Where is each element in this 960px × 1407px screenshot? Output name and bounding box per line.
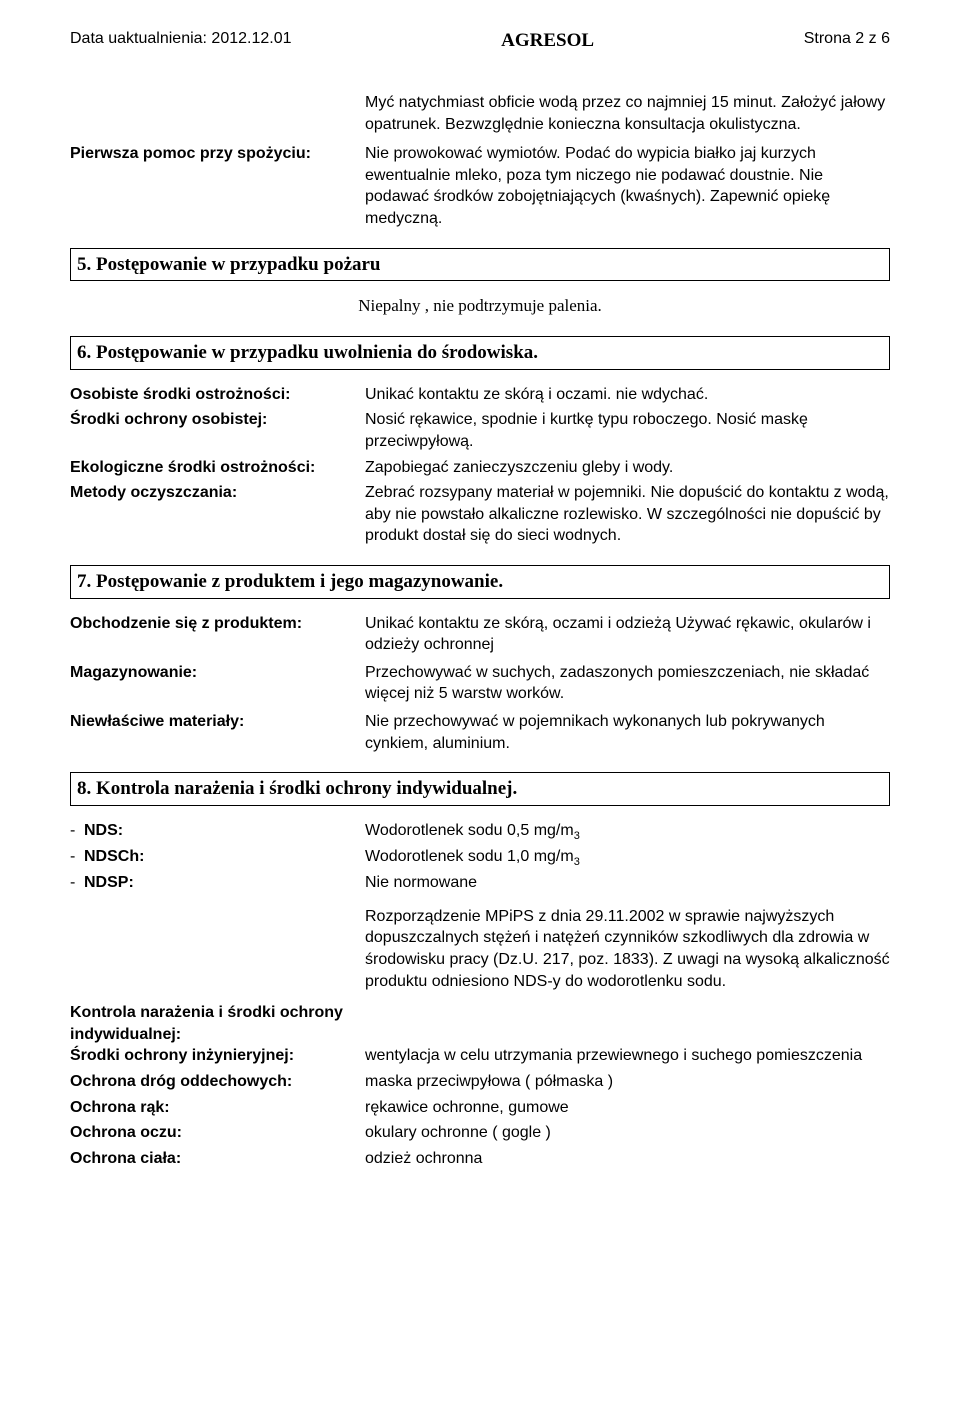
s6-value-2: Zapobiegać zanieczyszczeniu gleby i wody…: [365, 457, 890, 479]
dash-2: -: [70, 872, 84, 896]
nds-value-1-sub: 3: [574, 856, 580, 868]
nds-label-0: NDS:: [84, 820, 365, 844]
s7-label-0: Obchodzenie się z produktem:: [70, 613, 365, 656]
first-aid-value: Nie prowokować wymiotów. Podać do wypici…: [365, 143, 890, 229]
s8-value-4: odzież ochronna: [365, 1148, 890, 1170]
nds-value-1: Wodorotlenek sodu 1,0 mg/m3: [365, 846, 890, 870]
s7-value-2: Nie przechowywać w pojemnikach wykonanyc…: [365, 711, 890, 754]
s6-label-2: Ekologiczne środki ostrożności:: [70, 457, 365, 479]
s7-value-0: Unikać kontaktu ze skórą, oczami i odzie…: [365, 613, 890, 656]
s7-label-2: Niewłaściwe materiały:: [70, 711, 365, 754]
page: Data uaktualnienia: 2012.12.01 AGRESOL S…: [0, 0, 960, 1407]
first-aid-label: Pierwsza pomoc przy spożyciu:: [70, 143, 365, 229]
s8-row-4: Ochrona ciała: odzież ochronna: [70, 1148, 890, 1170]
header-page: Strona 2 z 6: [804, 30, 890, 52]
s6-label-0: Osobiste środki ostrożności:: [70, 384, 365, 406]
s8-label-1: Ochrona dróg oddechowych:: [70, 1071, 365, 1093]
s7-row-1: Magazynowanie: Przechowywać w suchych, z…: [70, 662, 890, 705]
nds-value-0: Wodorotlenek sodu 0,5 mg/m3: [365, 820, 890, 844]
s7-label-1: Magazynowanie:: [70, 662, 365, 705]
nds-label-2: NDSP:: [84, 872, 365, 896]
s6-value-3: Zebrać rozsypany materiał w pojemniki. N…: [365, 482, 890, 547]
s7-value-1: Przechowywać w suchych, zadaszonych pomi…: [365, 662, 890, 705]
nds-label-1: NDSCh:: [84, 846, 365, 870]
s8-value-0: wentylacja w celu utrzymania przewiewneg…: [365, 1045, 890, 1067]
s8-value-3: okulary ochronne ( gogle ): [365, 1122, 890, 1144]
s8-label-4: Ochrona ciała:: [70, 1148, 365, 1170]
s6-row-1: Środki ochrony osobistej: Nosić rękawice…: [70, 409, 890, 452]
s6-row-0: Osobiste środki ostrożności: Unikać kont…: [70, 384, 890, 406]
s8-row-2: Ochrona rąk: rękawice ochronne, gumowe: [70, 1097, 890, 1119]
s8-row-1: Ochrona dróg oddechowych: maska przeciwp…: [70, 1071, 890, 1093]
section-5-line: Niepalny , nie podtrzymuje palenia.: [70, 295, 890, 318]
s8-label-2: Ochrona rąk:: [70, 1097, 365, 1119]
s6-label-3: Metody oczyszczania:: [70, 482, 365, 547]
s7-row-2: Niewłaściwe materiały: Nie przechowywać …: [70, 711, 890, 754]
section-5-heading: 5. Postępowanie w przypadku pożaru: [70, 248, 890, 282]
nds-value-0-pre: Wodorotlenek sodu 0,5 mg/m: [365, 822, 574, 839]
section-8-heading: 8. Kontrola narażenia i środki ochrony i…: [70, 772, 890, 806]
s6-row-2: Ekologiczne środki ostrożności: Zapobieg…: [70, 457, 890, 479]
s7-row-0: Obchodzenie się z produktem: Unikać kont…: [70, 613, 890, 656]
section-7-heading: 7. Postępowanie z produktem i jego magaz…: [70, 565, 890, 599]
section8-paragraph: Rozporządzenie MPiPS z dnia 29.11.2002 w…: [365, 906, 890, 992]
s6-value-0: Unikać kontaktu ze skórą i oczami. nie w…: [365, 384, 890, 406]
nds-row-2: - NDSP: Nie normowane: [70, 872, 890, 896]
nds-row-1: - NDSCh: Wodorotlenek sodu 1,0 mg/m3: [70, 846, 890, 870]
nds-value-2-pre: Nie normowane: [365, 874, 477, 891]
dash-1: -: [70, 846, 84, 870]
s8-label-3: Ochrona oczu:: [70, 1122, 365, 1144]
nds-value-2: Nie normowane: [365, 872, 890, 896]
s8-long-label: Kontrola narażenia i środki ochrony indy…: [70, 1002, 430, 1045]
s8-row-3: Ochrona oczu: okulary ochronne ( gogle ): [70, 1122, 890, 1144]
section-6-heading: 6. Postępowanie w przypadku uwolnienia d…: [70, 336, 890, 370]
document-body: Myć natychmiast obficie wodą przez co na…: [70, 92, 890, 1169]
first-aid-row: Pierwsza pomoc przy spożyciu: Nie prowok…: [70, 143, 890, 229]
s6-row-3: Metody oczyszczania: Zebrać rozsypany ma…: [70, 482, 890, 547]
nds-row-0: - NDS: Wodorotlenek sodu 0,5 mg/m3: [70, 820, 890, 844]
s8-value-2: rękawice ochronne, gumowe: [365, 1097, 890, 1119]
s8-row-0: Środki ochrony inżynieryjnej: wentylacja…: [70, 1045, 890, 1067]
intro-paragraph: Myć natychmiast obficie wodą przez co na…: [365, 92, 890, 135]
dash-0: -: [70, 820, 84, 844]
nds-value-0-sub: 3: [574, 830, 580, 842]
s8-value-1: maska przeciwpyłowa ( półmaska ): [365, 1071, 890, 1093]
page-header: Data uaktualnienia: 2012.12.01 AGRESOL S…: [70, 30, 890, 52]
header-title: AGRESOL: [501, 30, 594, 52]
nds-value-1-pre: Wodorotlenek sodu 1,0 mg/m: [365, 848, 574, 865]
header-date: Data uaktualnienia: 2012.12.01: [70, 30, 292, 52]
s8-label-0: Środki ochrony inżynieryjnej:: [70, 1045, 365, 1067]
s6-value-1: Nosić rękawice, spodnie i kurtkę typu ro…: [365, 409, 890, 452]
s6-label-1: Środki ochrony osobistej:: [70, 409, 365, 452]
